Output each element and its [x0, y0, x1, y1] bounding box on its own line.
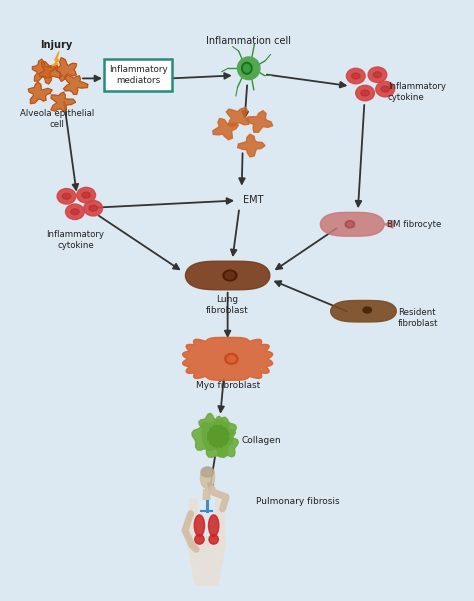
Ellipse shape: [77, 188, 96, 203]
Polygon shape: [185, 261, 270, 290]
Ellipse shape: [242, 63, 252, 75]
Text: Alveola epithelial
cell: Alveola epithelial cell: [19, 109, 94, 129]
Text: Inflammation cell: Inflammation cell: [206, 35, 291, 46]
Ellipse shape: [244, 64, 250, 72]
Text: EMT: EMT: [243, 195, 263, 206]
Polygon shape: [203, 427, 231, 457]
Polygon shape: [208, 426, 229, 447]
Text: Injury: Injury: [40, 40, 73, 50]
Polygon shape: [188, 499, 225, 585]
Ellipse shape: [227, 356, 236, 362]
Ellipse shape: [363, 307, 372, 313]
Polygon shape: [56, 58, 77, 81]
Ellipse shape: [223, 270, 237, 281]
Ellipse shape: [62, 194, 71, 200]
Ellipse shape: [225, 272, 235, 279]
Polygon shape: [226, 108, 249, 126]
Text: Myo fibroblast: Myo fibroblast: [195, 381, 260, 390]
Ellipse shape: [210, 486, 215, 491]
Text: BM fibrocyte: BM fibrocyte: [387, 220, 441, 229]
Text: Inflammatory
cytokine: Inflammatory cytokine: [388, 82, 446, 102]
Ellipse shape: [82, 192, 91, 198]
Ellipse shape: [84, 201, 102, 216]
Ellipse shape: [237, 57, 260, 79]
Ellipse shape: [209, 515, 219, 536]
Ellipse shape: [89, 205, 97, 211]
Polygon shape: [32, 59, 55, 81]
Polygon shape: [199, 413, 221, 436]
Ellipse shape: [201, 467, 214, 477]
Text: Lung
fibroblast: Lung fibroblast: [206, 294, 249, 315]
Ellipse shape: [201, 467, 215, 489]
Polygon shape: [214, 432, 238, 457]
Text: Collagen: Collagen: [242, 436, 281, 445]
Text: Inflammatory
cytokine: Inflammatory cytokine: [46, 230, 104, 251]
Polygon shape: [51, 92, 76, 111]
Ellipse shape: [373, 72, 382, 78]
Polygon shape: [203, 490, 210, 499]
Polygon shape: [215, 424, 236, 445]
Polygon shape: [39, 62, 63, 84]
FancyBboxPatch shape: [104, 59, 172, 91]
Ellipse shape: [361, 90, 369, 96]
Ellipse shape: [194, 515, 205, 536]
Polygon shape: [331, 300, 396, 322]
Polygon shape: [52, 52, 59, 66]
Ellipse shape: [209, 535, 219, 544]
Polygon shape: [64, 75, 88, 94]
Polygon shape: [246, 111, 273, 132]
Ellipse shape: [356, 85, 374, 101]
Text: Resident
fibroblast: Resident fibroblast: [398, 308, 438, 328]
Polygon shape: [28, 82, 52, 104]
Polygon shape: [237, 134, 265, 157]
Polygon shape: [213, 118, 238, 140]
Polygon shape: [182, 337, 273, 380]
Ellipse shape: [352, 73, 360, 79]
Ellipse shape: [71, 209, 79, 215]
Polygon shape: [209, 416, 229, 438]
Text: Pulmonary fibrosis: Pulmonary fibrosis: [256, 497, 339, 506]
Polygon shape: [212, 417, 237, 443]
Text: Inflammatory
mediators: Inflammatory mediators: [109, 65, 167, 85]
Ellipse shape: [368, 67, 387, 82]
Polygon shape: [192, 423, 219, 450]
Polygon shape: [384, 221, 394, 228]
Ellipse shape: [225, 353, 238, 364]
Ellipse shape: [347, 222, 353, 227]
Ellipse shape: [65, 204, 84, 219]
Ellipse shape: [376, 81, 394, 97]
Polygon shape: [203, 430, 223, 450]
Ellipse shape: [345, 221, 355, 228]
Ellipse shape: [57, 189, 76, 204]
Polygon shape: [320, 212, 384, 236]
Ellipse shape: [381, 86, 389, 92]
Ellipse shape: [195, 535, 204, 544]
Ellipse shape: [346, 69, 365, 84]
